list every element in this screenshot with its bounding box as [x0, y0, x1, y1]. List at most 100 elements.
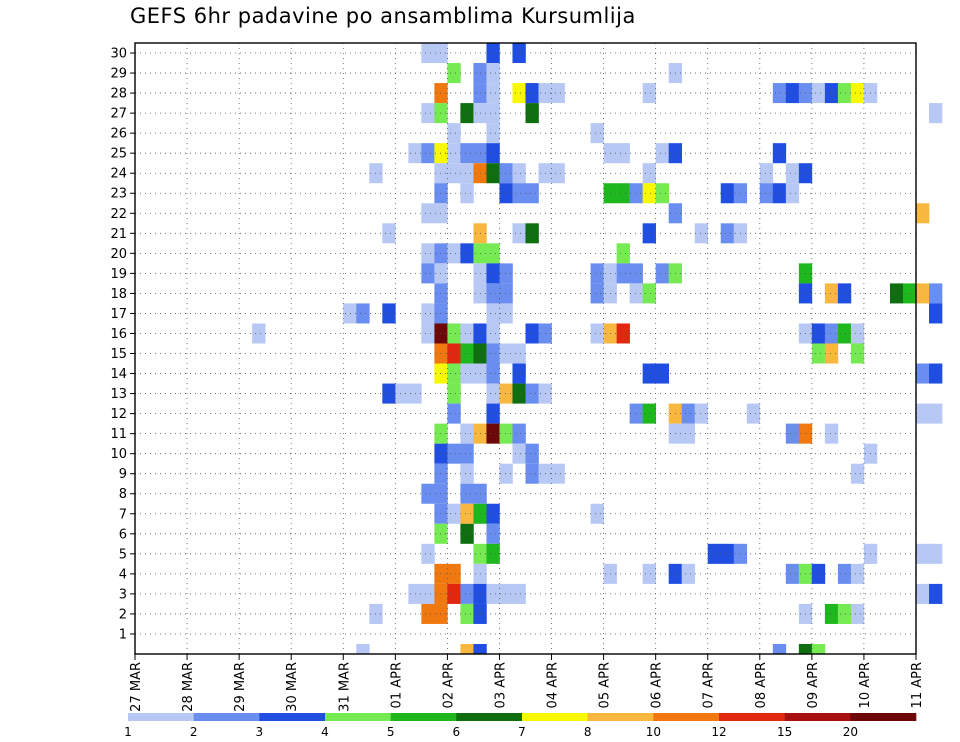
- heatmap-cell: [499, 263, 513, 284]
- heatmap-cell: [460, 643, 474, 654]
- heatmap-cell: [434, 443, 448, 464]
- y-tick-label: 3: [119, 587, 127, 602]
- heatmap-cell: [916, 543, 930, 564]
- y-tick-label: 13: [110, 387, 127, 402]
- heatmap-cell: [434, 83, 448, 104]
- colorbar-swatch: [522, 713, 588, 721]
- heatmap-cell: [785, 163, 800, 184]
- heatmap-cell: [460, 603, 474, 624]
- heatmap-cell: [460, 423, 474, 444]
- heatmap-cell: [512, 443, 526, 464]
- heatmap-cell: [902, 283, 917, 304]
- heatmap-cell: [486, 103, 500, 124]
- heatmap-cell: [525, 103, 539, 124]
- x-tick-label: 01 APR: [389, 662, 404, 708]
- y-tick-label: 19: [110, 267, 127, 282]
- heatmap-cell: [512, 183, 526, 204]
- heatmap-cell: [434, 583, 448, 604]
- y-axis: 1234567891011121314151617181920212223242…: [110, 47, 135, 642]
- heatmap-cell: [694, 403, 709, 424]
- heatmap-cell: [473, 643, 487, 654]
- y-tick-label: 10: [110, 447, 127, 462]
- heatmap-cell: [642, 83, 656, 104]
- heatmap-cell: [486, 243, 500, 264]
- heatmap-cell: [837, 83, 852, 104]
- heatmap-cell: [434, 263, 448, 284]
- heatmap-cell: [486, 63, 500, 84]
- heatmap-cell: [499, 283, 513, 304]
- heatmap-cell: [447, 63, 461, 84]
- heatmap-cell: [616, 263, 630, 284]
- heatmap-cell: [447, 243, 461, 264]
- y-tick-label: 6: [119, 527, 127, 542]
- heatmap-cell: [512, 83, 526, 104]
- heatmap-cell: [434, 283, 448, 304]
- heatmap-cell: [916, 203, 930, 224]
- heatmap-cell: [421, 603, 435, 624]
- heatmap-cell: [434, 163, 448, 184]
- colorbar-swatch: [719, 713, 785, 721]
- heatmap-cells: [252, 43, 943, 654]
- heatmap-cell: [512, 163, 526, 184]
- heatmap-cell: [642, 563, 656, 584]
- heatmap-cell: [499, 423, 513, 444]
- heatmap-cell: [525, 463, 539, 484]
- heatmap-cell: [252, 323, 266, 344]
- heatmap-cell: [590, 283, 604, 304]
- heatmap-cell: [434, 463, 448, 484]
- heatmap-cell: [720, 543, 735, 564]
- colorbar-label: 10: [646, 725, 661, 739]
- heatmap-cell: [421, 43, 435, 64]
- x-tick-label: 07 APR: [702, 662, 717, 708]
- heatmap-cell: [434, 323, 448, 344]
- heatmap-cell: [889, 283, 904, 304]
- heatmap-cell: [525, 83, 539, 104]
- heatmap-cell: [486, 403, 500, 424]
- colorbar-swatch: [456, 713, 523, 721]
- heatmap-cell: [447, 343, 461, 364]
- y-tick-label: 7: [119, 507, 127, 522]
- heatmap-cell: [395, 383, 409, 404]
- colorbar-swatch: [325, 713, 391, 721]
- colorbar-label: 5: [387, 725, 395, 739]
- heatmap-cell: [616, 183, 630, 204]
- heatmap-cell: [811, 563, 826, 584]
- y-tick-label: 5: [119, 547, 127, 562]
- heatmap-cell: [525, 183, 539, 204]
- heatmap-cell: [616, 143, 630, 164]
- heatmap-cell: [850, 83, 865, 104]
- heatmap-cell: [655, 183, 669, 204]
- y-tick-label: 12: [110, 407, 127, 422]
- heatmap-cell: [486, 143, 500, 164]
- heatmap-cell: [642, 223, 656, 244]
- y-tick-label: 9: [119, 467, 127, 482]
- heatmap-cell: [499, 163, 513, 184]
- heatmap-cell: [850, 323, 865, 344]
- colorbar-swatch: [128, 713, 194, 721]
- heatmap-cell: [499, 583, 513, 604]
- heatmap-cell: [486, 423, 500, 444]
- heatmap-cell: [356, 643, 370, 654]
- heatmap-cell: [629, 283, 643, 304]
- heatmap-cell: [811, 343, 826, 364]
- heatmap-cell: [421, 103, 435, 124]
- heatmap-cell: [655, 143, 669, 164]
- heatmap-cell: [460, 103, 474, 124]
- heatmap-cell: [499, 183, 513, 204]
- heatmap-cell: [772, 643, 787, 654]
- heatmap-cell: [460, 243, 474, 264]
- colorbar-label: 20: [843, 725, 858, 739]
- heatmap-cell: [460, 463, 474, 484]
- heatmap-cell: [460, 443, 474, 464]
- y-tick-label: 20: [110, 247, 127, 262]
- heatmap-cell: [837, 603, 852, 624]
- heatmap-cell: [759, 163, 774, 184]
- heatmap-cell: [929, 103, 943, 124]
- heatmap-cell: [421, 143, 435, 164]
- heatmap-cell: [382, 303, 396, 324]
- heatmap-cell: [512, 423, 526, 444]
- heatmap-cell: [629, 263, 643, 284]
- x-tick-label: 10 APR: [858, 662, 873, 708]
- heatmap-cell: [694, 223, 709, 244]
- heatmap-cell: [460, 483, 474, 504]
